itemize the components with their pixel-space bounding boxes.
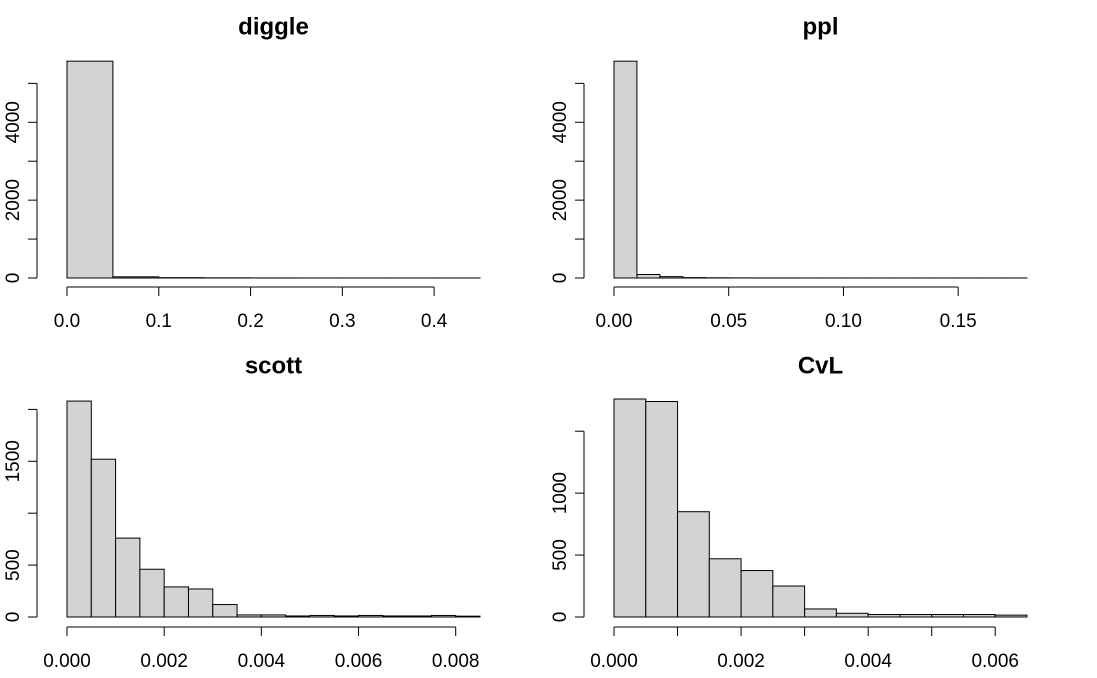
panel-title: scott xyxy=(245,352,302,379)
histogram-panel-1: ppl 0.00 0.05 0.10 0.15 0 2000 4000 xyxy=(550,13,1028,332)
x-tick-label: 0.15 xyxy=(940,311,977,332)
histogram-bar xyxy=(115,537,141,618)
histogram-bar xyxy=(636,273,661,279)
x-tick-label: 0.006 xyxy=(971,651,1019,672)
y-tick-label: 500 xyxy=(3,549,24,581)
histogram-bar xyxy=(309,614,335,618)
x-tick-label: 0.3 xyxy=(329,311,355,332)
x-tick-label: 0.008 xyxy=(432,651,480,672)
histogram-panel-3: CvL 0.000 0.002 0.004 0.006 0 500 1000 xyxy=(550,352,1028,672)
y-tick-label: 4000 xyxy=(3,101,24,143)
x-tick-label: 0.0 xyxy=(54,311,80,332)
histogram-bar xyxy=(962,614,996,618)
panel-title: CvL xyxy=(798,352,843,379)
y-tick-label: 1000 xyxy=(550,472,571,514)
x-tick-label: 0.004 xyxy=(238,651,286,672)
histogram-bar xyxy=(835,612,869,618)
histogram-bar xyxy=(285,615,311,618)
histogram-bar xyxy=(66,400,92,618)
histogram-bar xyxy=(708,558,742,618)
histogram-bar xyxy=(994,614,1028,618)
histogram-bar xyxy=(382,615,408,618)
y-tick-label: 2000 xyxy=(550,179,571,221)
histogram-bar xyxy=(931,614,964,618)
x-tick-label: 0.2 xyxy=(237,311,263,332)
histogram-bar xyxy=(163,586,189,618)
histogram-bar xyxy=(333,615,360,618)
histogram-bar xyxy=(406,615,432,618)
y-tick-label: 1500 xyxy=(3,440,24,482)
y-tick-label: 0 xyxy=(550,612,571,623)
histogram-bar xyxy=(772,585,806,618)
histogram-bar xyxy=(613,398,647,618)
x-tick-label: 0.05 xyxy=(710,311,747,332)
histogram-bar xyxy=(613,60,638,279)
histogram-bar xyxy=(740,570,774,618)
x-tick-label: 0.00 xyxy=(596,311,633,332)
x-tick-label: 0.002 xyxy=(140,651,188,672)
x-tick-label: 0.1 xyxy=(146,311,172,332)
x-tick-label: 0.000 xyxy=(590,651,638,672)
y-tick-label: 4000 xyxy=(550,101,571,143)
histogram-bar xyxy=(139,568,165,618)
histogram-bar xyxy=(112,276,160,279)
x-tick-label: 0.4 xyxy=(421,311,448,332)
histogram-bar xyxy=(899,614,933,618)
histogram-bar xyxy=(659,276,684,279)
y-tick-label: 0 xyxy=(550,273,571,284)
histogram-bar xyxy=(358,614,384,618)
y-tick-label: 500 xyxy=(550,539,571,571)
y-tick-label: 0 xyxy=(3,612,24,623)
x-tick-label: 0.002 xyxy=(717,651,765,672)
histogram-bar xyxy=(66,60,114,279)
x-tick-label: 0.000 xyxy=(43,651,91,672)
histogram-bar xyxy=(90,458,117,618)
histogram-panel-2: scott 0.000 0.002 0.004 0.006 0.008 0 500 1500 xyxy=(3,352,481,672)
histogram-bar xyxy=(212,604,238,618)
histogram-bar xyxy=(455,615,481,618)
y-tick-label: 0 xyxy=(3,273,24,284)
histogram-bar xyxy=(430,614,457,618)
x-tick-label: 0.006 xyxy=(335,651,383,672)
x-tick-label: 0.10 xyxy=(825,311,862,332)
histogram-bar xyxy=(260,614,287,618)
histogram-bar xyxy=(236,614,262,618)
histogram-panel-0: diggle 0.0 0.1 0.2 0.3 0.4 0 2000 4000 xyxy=(3,13,481,332)
histogram-bar xyxy=(645,400,679,618)
panel-title: diggle xyxy=(238,13,309,40)
histogram-bar xyxy=(187,588,214,618)
histogram-bar xyxy=(804,608,837,618)
histogram-bar xyxy=(677,511,710,618)
histogram-bar xyxy=(867,614,901,618)
panel-title: ppl xyxy=(803,13,839,40)
x-tick-label: 0.004 xyxy=(844,651,892,672)
y-tick-label: 2000 xyxy=(3,179,24,221)
